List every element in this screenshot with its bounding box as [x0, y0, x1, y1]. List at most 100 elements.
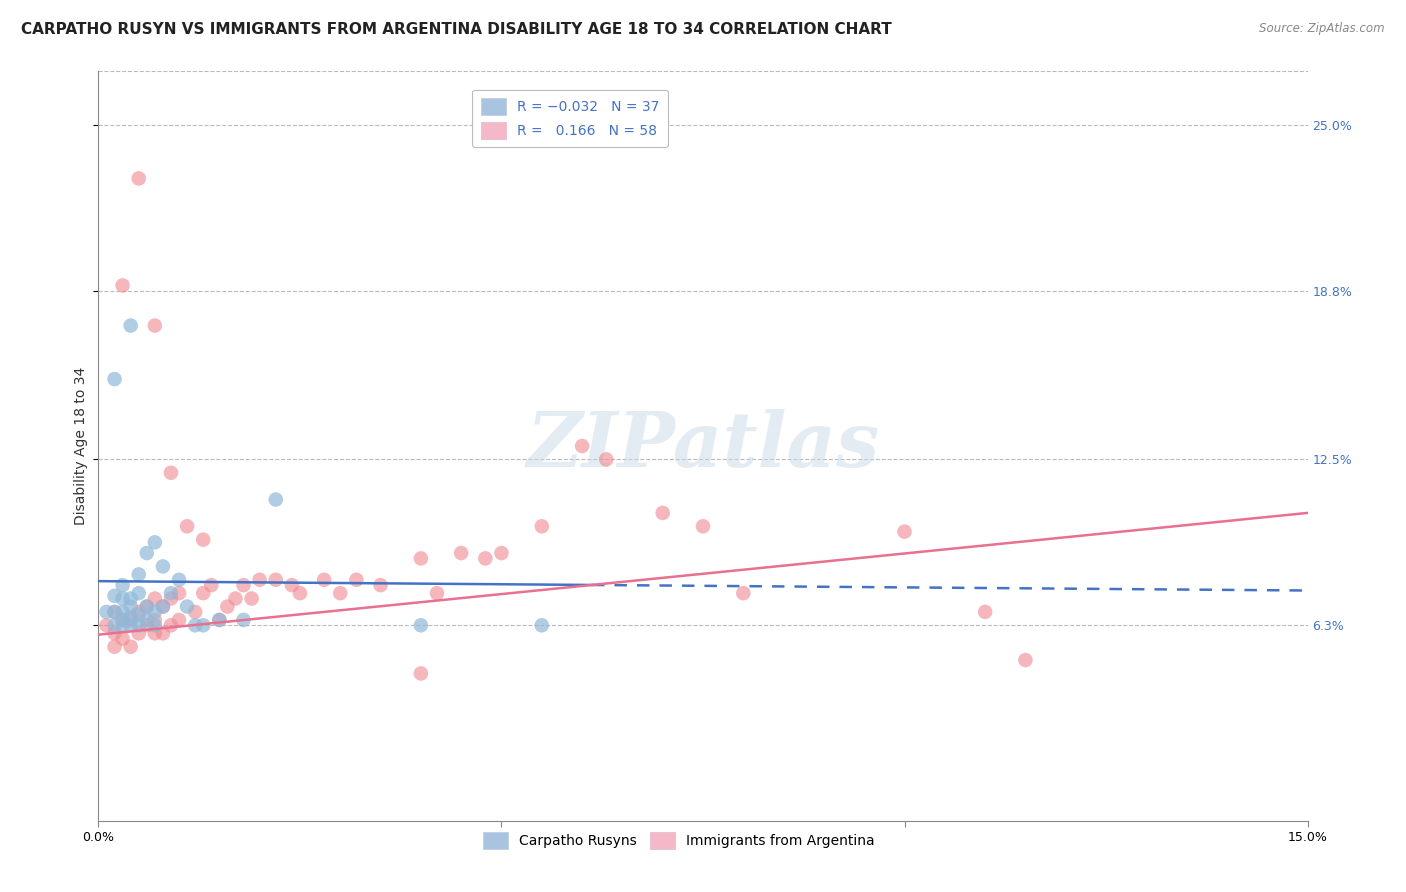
Point — [96, 618, 118, 632]
Point — [288, 586, 311, 600]
Point — [160, 466, 183, 480]
Point — [120, 318, 142, 333]
Point — [370, 578, 392, 592]
Point — [103, 605, 125, 619]
Point — [103, 618, 125, 632]
Point — [167, 613, 190, 627]
Point — [974, 605, 997, 619]
Point — [111, 618, 134, 632]
Point — [1014, 653, 1036, 667]
Point — [329, 586, 352, 600]
Point — [450, 546, 472, 560]
Point — [103, 605, 125, 619]
Point — [120, 613, 142, 627]
Point — [595, 452, 617, 467]
Point — [160, 586, 183, 600]
Point — [135, 613, 157, 627]
Point — [96, 605, 118, 619]
Point — [128, 586, 150, 600]
Point — [143, 613, 166, 627]
Point — [344, 573, 367, 587]
Point — [200, 578, 222, 592]
Point — [217, 599, 239, 614]
Point — [120, 640, 142, 654]
Point — [120, 591, 142, 606]
Point — [111, 278, 134, 293]
Point — [103, 372, 125, 386]
Point — [232, 578, 254, 592]
Point — [152, 599, 174, 614]
Point — [733, 586, 755, 600]
Point — [651, 506, 673, 520]
Point — [103, 589, 125, 603]
Point — [240, 591, 263, 606]
Point — [111, 613, 134, 627]
Text: ZIPatlas: ZIPatlas — [526, 409, 880, 483]
Point — [103, 640, 125, 654]
Point — [167, 573, 190, 587]
Point — [571, 439, 593, 453]
Point — [208, 613, 231, 627]
Point — [176, 519, 198, 533]
Point — [184, 605, 207, 619]
Point — [176, 599, 198, 614]
Point — [409, 618, 432, 632]
Point — [111, 578, 134, 592]
Point — [249, 573, 271, 587]
Point — [193, 618, 215, 632]
Point — [167, 586, 190, 600]
Point — [281, 578, 304, 592]
Y-axis label: Disability Age 18 to 34: Disability Age 18 to 34 — [75, 367, 89, 525]
Point — [103, 626, 125, 640]
Point — [152, 559, 174, 574]
Point — [232, 613, 254, 627]
Point — [128, 607, 150, 622]
Point — [893, 524, 915, 539]
Point — [692, 519, 714, 533]
Point — [143, 626, 166, 640]
Point — [143, 591, 166, 606]
Point — [143, 318, 166, 333]
Point — [120, 599, 142, 614]
Point — [135, 618, 157, 632]
Point — [491, 546, 513, 560]
Point — [193, 586, 215, 600]
Point — [128, 605, 150, 619]
Point — [111, 591, 134, 606]
Point — [474, 551, 496, 566]
Point — [111, 632, 134, 646]
Point — [143, 605, 166, 619]
Point — [160, 591, 183, 606]
Point — [135, 599, 157, 614]
Point — [409, 666, 432, 681]
Point — [160, 618, 183, 632]
Legend: Carpatho Rusyns, Immigrants from Argentina: Carpatho Rusyns, Immigrants from Argenti… — [477, 827, 880, 855]
Text: CARPATHO RUSYN VS IMMIGRANTS FROM ARGENTINA DISABILITY AGE 18 TO 34 CORRELATION : CARPATHO RUSYN VS IMMIGRANTS FROM ARGENT… — [21, 22, 891, 37]
Point — [135, 599, 157, 614]
Point — [409, 551, 432, 566]
Point — [128, 626, 150, 640]
Point — [152, 599, 174, 614]
Point — [264, 492, 287, 507]
Point — [208, 613, 231, 627]
Point — [224, 591, 246, 606]
Point — [193, 533, 215, 547]
Point — [152, 626, 174, 640]
Point — [128, 618, 150, 632]
Point — [143, 535, 166, 549]
Text: Source: ZipAtlas.com: Source: ZipAtlas.com — [1260, 22, 1385, 36]
Point — [120, 610, 142, 624]
Point — [184, 618, 207, 632]
Point — [135, 546, 157, 560]
Point — [111, 613, 134, 627]
Point — [530, 618, 553, 632]
Point — [264, 573, 287, 587]
Point — [120, 618, 142, 632]
Point — [530, 519, 553, 533]
Point — [128, 171, 150, 186]
Point — [128, 567, 150, 582]
Point — [143, 618, 166, 632]
Point — [111, 605, 134, 619]
Point — [426, 586, 449, 600]
Point — [314, 573, 336, 587]
